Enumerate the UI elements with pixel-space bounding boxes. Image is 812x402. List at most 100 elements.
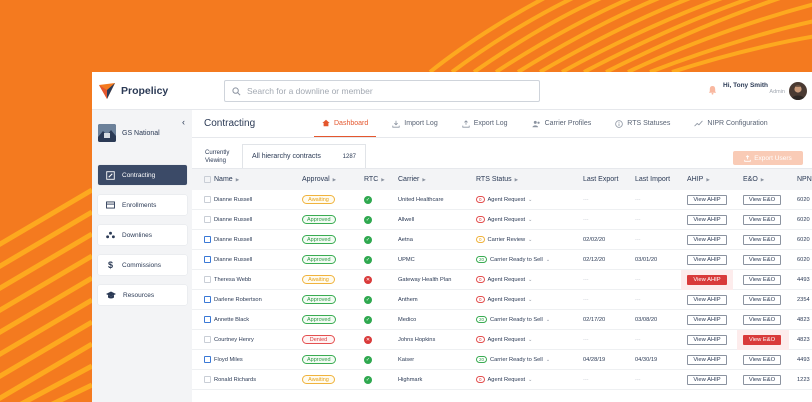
view-ahip-button[interactable]: View AHIP bbox=[687, 274, 727, 285]
row-checkbox[interactable] bbox=[204, 236, 211, 243]
chevron-down-icon[interactable]: ⌄ bbox=[545, 356, 551, 363]
view-eo-button[interactable]: View E&O bbox=[743, 194, 781, 205]
member-name[interactable]: Courtney Henry bbox=[214, 336, 254, 343]
search-box[interactable] bbox=[224, 80, 540, 102]
tab-dashboard[interactable]: Dashboard bbox=[314, 110, 377, 137]
view-eo-button[interactable]: View E&O bbox=[743, 374, 781, 385]
member-name[interactable]: Darlene Robertson bbox=[214, 296, 262, 303]
header-npn[interactable]: NPN bbox=[797, 176, 812, 183]
view-ahip-button[interactable]: View AHIP bbox=[687, 334, 727, 345]
table-row[interactable]: Dianne Russell Approved ✓ Aetna 0 Carrier Rev… bbox=[192, 230, 812, 250]
tab-import-log[interactable]: Import Log bbox=[384, 110, 445, 137]
view-ahip-button[interactable]: View AHIP bbox=[687, 234, 727, 245]
sort-icon[interactable]: ▶ bbox=[381, 176, 385, 182]
header-eo[interactable]: E&O bbox=[743, 176, 758, 183]
header-carrier[interactable]: Carrier bbox=[398, 176, 420, 183]
sidebar-item-enrollments[interactable]: Enrollments bbox=[98, 195, 187, 215]
sidebar-item-downlines[interactable]: Downlines bbox=[98, 225, 187, 245]
view-ahip-button[interactable]: View AHIP bbox=[687, 314, 727, 325]
row-checkbox[interactable] bbox=[204, 296, 211, 303]
view-eo-button[interactable]: View E&O bbox=[743, 234, 781, 245]
row-checkbox[interactable] bbox=[204, 376, 211, 383]
table-row[interactable]: Annette Black Approved ✓ Medico 20 Carrier Re… bbox=[192, 310, 812, 330]
chevron-down-icon[interactable]: ⌄ bbox=[528, 296, 533, 303]
tab-rts-statuses[interactable]: RTS Statuses bbox=[607, 110, 678, 137]
chevron-down-icon[interactable]: ⌄ bbox=[528, 376, 533, 383]
table-row[interactable]: Dianne Russell Approved ✓ UPMC 20 Carrier Rea… bbox=[192, 250, 812, 270]
header-rtc[interactable]: RTC bbox=[364, 176, 379, 183]
member-name[interactable]: Ronald Richards bbox=[214, 376, 257, 383]
sidebar-item-contracting[interactable]: Contracting bbox=[98, 165, 187, 185]
header-approval[interactable]: Approval bbox=[302, 176, 330, 183]
view-ahip-button[interactable]: View AHIP bbox=[687, 294, 727, 305]
view-ahip-button[interactable]: View AHIP bbox=[687, 254, 727, 265]
sort-icon[interactable]: ▶ bbox=[422, 176, 426, 182]
member-name[interactable]: Dianne Russell bbox=[214, 196, 253, 203]
header-name[interactable]: Name bbox=[214, 176, 233, 183]
row-checkbox[interactable] bbox=[204, 256, 211, 263]
header-ahip[interactable]: AHIP bbox=[687, 176, 704, 183]
member-name[interactable]: Floyd Miles bbox=[214, 356, 243, 363]
table-row[interactable]: Dianne Russell Awaiting ✓ United Healthcare… bbox=[192, 190, 812, 210]
tab-carrier-profiles[interactable]: Carrier Profiles bbox=[524, 110, 600, 137]
org-selector[interactable]: GS National bbox=[98, 124, 160, 142]
row-checkbox[interactable] bbox=[204, 196, 211, 203]
view-eo-button[interactable]: View E&O bbox=[743, 294, 781, 305]
hierarchy-selector[interactable]: All hierarchy contracts 1287 bbox=[242, 144, 366, 168]
search-input[interactable] bbox=[247, 86, 527, 96]
table-row[interactable]: Theresa Webb Awaiting ✕ Gateway Health Plan… bbox=[192, 269, 812, 290]
collapse-sidebar-icon[interactable]: ‹ bbox=[182, 117, 185, 127]
chevron-down-icon[interactable]: ⌄ bbox=[528, 196, 533, 203]
view-eo-button[interactable]: View E&O bbox=[743, 214, 781, 225]
row-checkbox[interactable] bbox=[204, 216, 211, 223]
sort-icon[interactable]: ▶ bbox=[332, 176, 337, 182]
view-ahip-button[interactable]: View AHIP bbox=[687, 374, 727, 385]
chevron-down-icon[interactable]: ⌄ bbox=[528, 276, 533, 283]
sidebar-item-commissions[interactable]: $ Commissions bbox=[98, 255, 187, 275]
view-ahip-button[interactable]: View AHIP bbox=[687, 214, 727, 225]
chevron-down-icon[interactable]: ⌄ bbox=[528, 236, 533, 243]
sidebar-item-resources[interactable]: Resources bbox=[98, 285, 187, 305]
table-row[interactable]: Dianne Russell Approved ✓ Allwell 0 Agent Req… bbox=[192, 210, 812, 230]
header-last-export[interactable]: Last Export bbox=[583, 176, 619, 183]
row-checkbox[interactable] bbox=[204, 336, 211, 343]
view-ahip-button[interactable]: View AHIP bbox=[687, 354, 727, 365]
table-row[interactable]: Floyd Miles Approved ✓ Kaiser 20 Carrier Read… bbox=[192, 350, 812, 370]
tab-nipr-configuration[interactable]: NIPR Configuration bbox=[686, 110, 775, 137]
row-checkbox[interactable] bbox=[204, 276, 211, 283]
export-users-button[interactable]: Export Users bbox=[733, 151, 803, 165]
sort-icon[interactable]: ▶ bbox=[514, 176, 519, 182]
view-ahip-button[interactable]: View AHIP bbox=[687, 194, 727, 205]
view-eo-button[interactable]: View E&O bbox=[743, 254, 781, 265]
logo[interactable]: Propelicy bbox=[98, 82, 168, 100]
view-eo-button[interactable]: View E&O bbox=[743, 354, 781, 365]
member-name[interactable]: Dianne Russell bbox=[214, 236, 253, 243]
chevron-down-icon[interactable]: ⌄ bbox=[545, 256, 551, 263]
view-eo-button[interactable]: View E&O bbox=[743, 274, 781, 285]
member-name[interactable]: Dianne Russell bbox=[214, 256, 253, 263]
tab-export-log[interactable]: Export Log bbox=[454, 110, 516, 137]
select-all-checkbox[interactable] bbox=[204, 176, 211, 183]
member-name[interactable]: Dianne Russell bbox=[214, 216, 253, 223]
bell-icon[interactable] bbox=[708, 85, 717, 95]
user-info[interactable]: Hi, Tony Smith Admin bbox=[723, 82, 785, 95]
check-circle-icon: ✓ bbox=[364, 375, 372, 384]
member-name[interactable]: Annette Black bbox=[214, 316, 250, 323]
sort-icon[interactable]: ▶ bbox=[235, 176, 240, 182]
chevron-down-icon[interactable]: ⌄ bbox=[528, 216, 533, 223]
chevron-down-icon[interactable]: ⌄ bbox=[528, 336, 533, 343]
header-last-import[interactable]: Last Import bbox=[635, 176, 671, 183]
table-row[interactable]: Ronald Richards Awaiting ✓ Highmark 0 Agent R… bbox=[192, 370, 812, 390]
member-name[interactable]: Theresa Webb bbox=[214, 276, 252, 283]
table-row[interactable]: Courtney Henry Denied ✕ Johns Hopkins 0 Agent… bbox=[192, 329, 812, 350]
header-rts-status[interactable]: RTS Status bbox=[476, 176, 512, 183]
row-checkbox[interactable] bbox=[204, 316, 211, 323]
view-eo-button[interactable]: View E&O bbox=[743, 334, 781, 345]
chevron-down-icon[interactable]: ⌄ bbox=[545, 316, 551, 323]
table-row[interactable]: Darlene Robertson Approved ✓ Anthem 0 Agent R… bbox=[192, 290, 812, 310]
avatar[interactable] bbox=[789, 82, 807, 100]
sort-icon[interactable]: ▶ bbox=[706, 176, 710, 182]
view-eo-button[interactable]: View E&O bbox=[743, 314, 781, 325]
row-checkbox[interactable] bbox=[204, 356, 211, 363]
sort-icon[interactable]: ▶ bbox=[760, 176, 765, 182]
